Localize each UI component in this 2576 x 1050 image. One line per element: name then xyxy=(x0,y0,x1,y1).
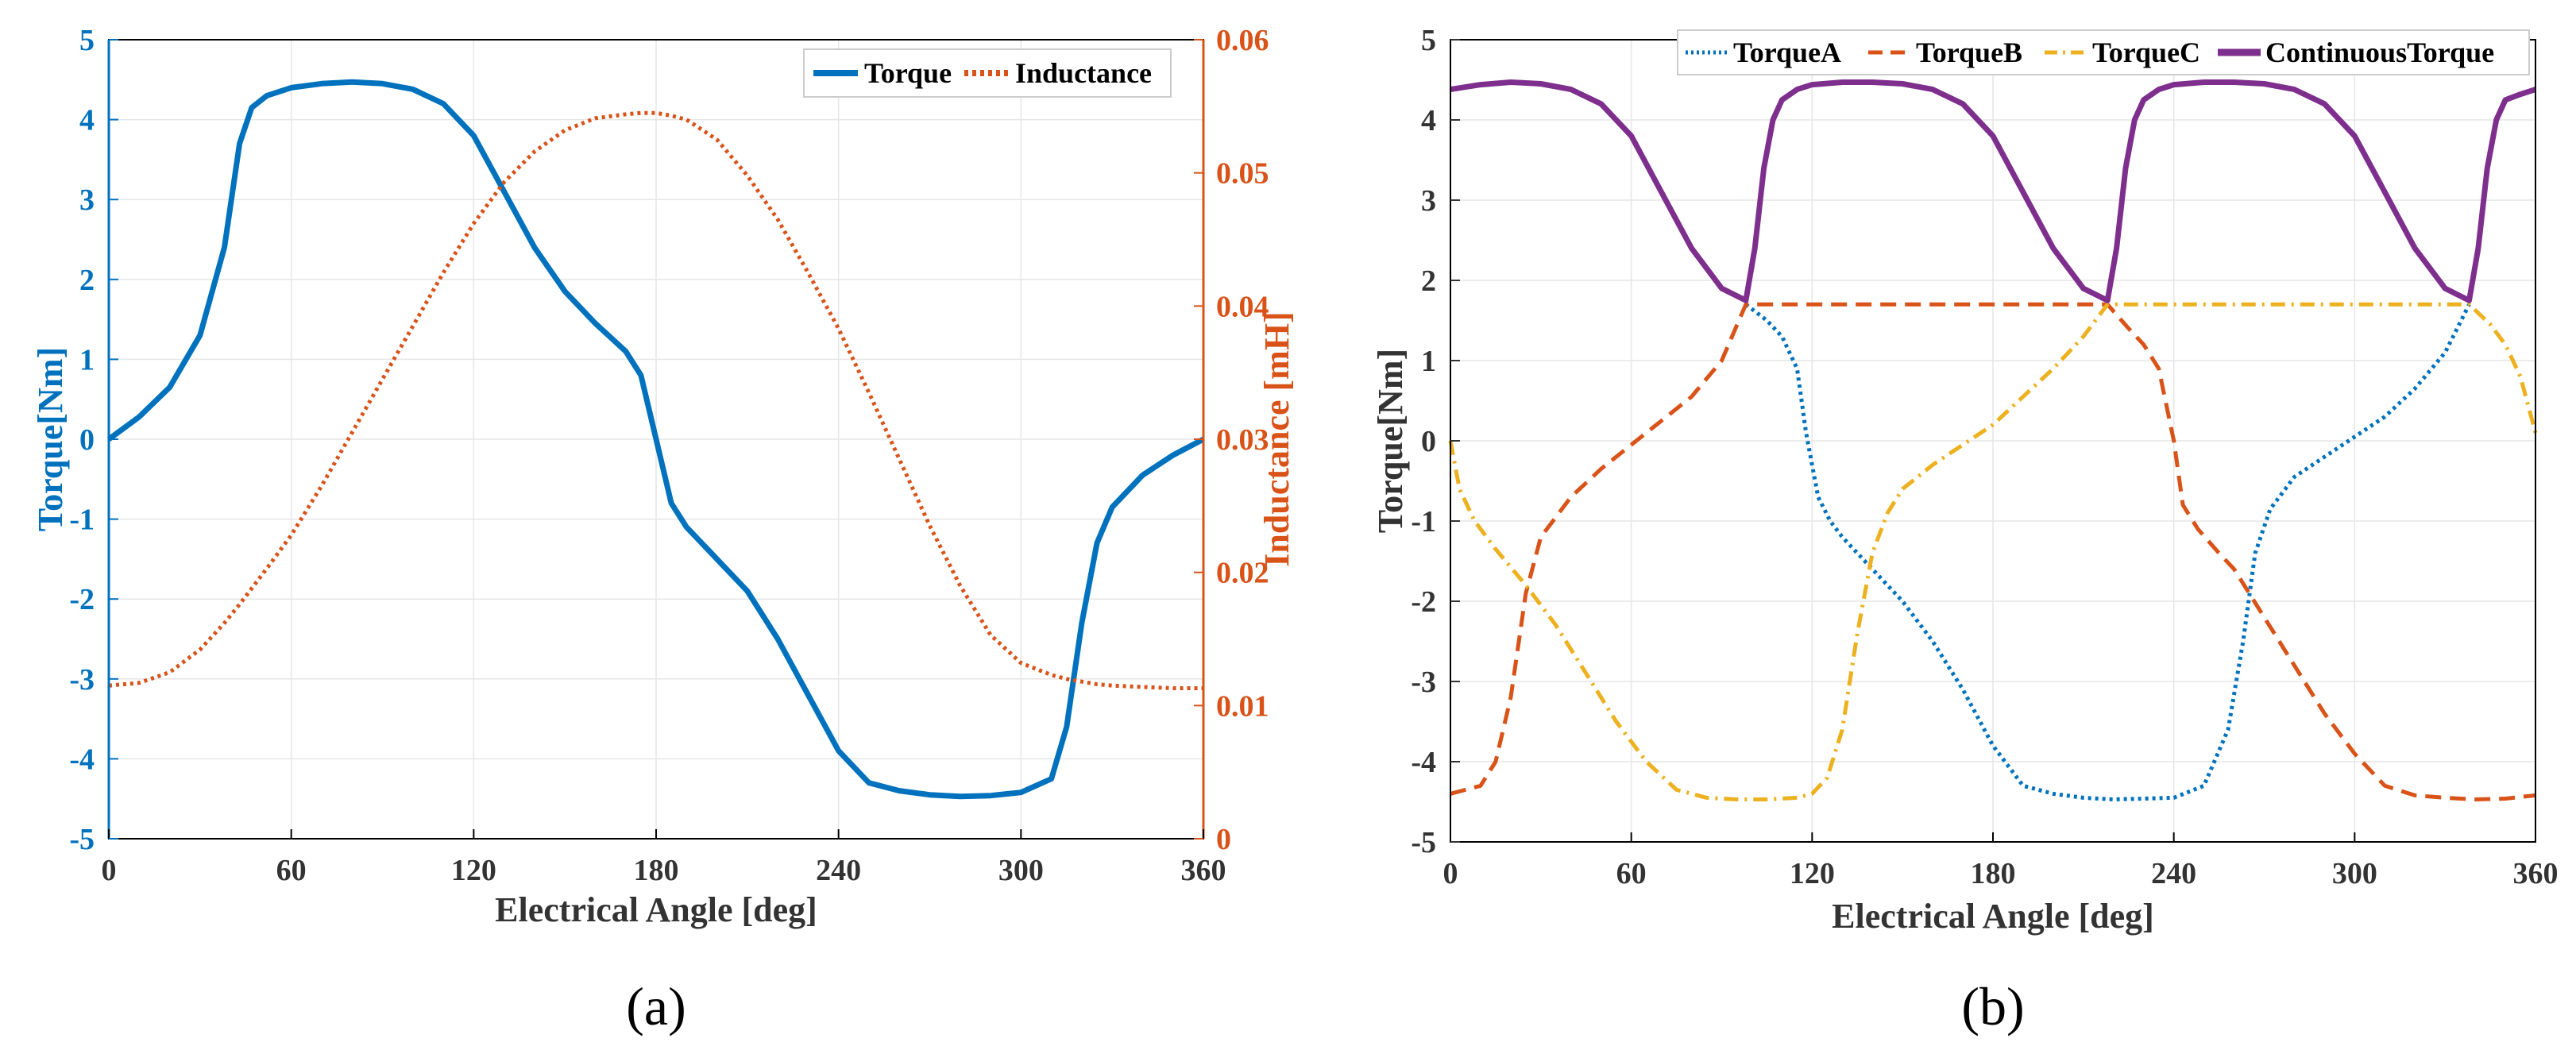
y2-tick-label: 0.01 xyxy=(1216,689,1269,723)
y2-axis-label-a: Inductance [mH] xyxy=(1257,311,1296,566)
y-tick-label: -1 xyxy=(1411,505,1436,539)
x-axis-label-b: Electrical Angle [deg] xyxy=(1832,897,2154,936)
y-tick-label: 2 xyxy=(1421,264,1436,298)
grid-b xyxy=(1450,39,2536,843)
x-tick-label: 180 xyxy=(1971,857,2016,890)
y-tick-label: 3 xyxy=(79,183,95,217)
legend-b: TorqueA TorqueB TorqueC ContinuousTorque xyxy=(1677,29,2530,75)
series-continuoustorque-line xyxy=(1450,79,2537,303)
x-tick-label: 240 xyxy=(2151,857,2196,890)
caption-b: (b) xyxy=(1961,976,2024,1036)
y-tick-label: 1 xyxy=(79,343,95,376)
x-tick-label: 0 xyxy=(102,854,117,887)
y2-tick-label: 0.03 xyxy=(1216,423,1269,457)
y2-tick-label: 0 xyxy=(1216,823,1231,856)
panel-a: 0 60 120 180 240 300 360 -5 -4 -3 -2 -1 0 1 2 3 4 5 0 0.0… xyxy=(31,24,1296,1036)
y-tick-label: -2 xyxy=(69,583,95,616)
y-tick-label: 0 xyxy=(79,423,95,457)
curves-a xyxy=(106,79,1205,800)
x-tick-label: 360 xyxy=(2513,857,2559,890)
legend-box-b xyxy=(1677,29,2530,75)
y-tick-label: 3 xyxy=(1421,184,1436,218)
x-tick-labels-a: 0 60 120 180 240 300 360 xyxy=(102,829,1226,887)
y2-tick-label: 0.05 xyxy=(1216,157,1269,191)
y-tick-label: -3 xyxy=(69,663,95,697)
y2-tick-label: 0.06 xyxy=(1216,24,1269,57)
y-tick-label: 5 xyxy=(79,24,95,57)
x-tick-label: 300 xyxy=(998,854,1044,887)
y-tick-label: -4 xyxy=(1411,746,1436,779)
legend-label-continuous-torque: ContinuousTorque xyxy=(2265,37,2494,68)
x-tick-label: 180 xyxy=(634,854,679,887)
y-tick-label: 2 xyxy=(79,264,95,297)
legend-label-torque: Torque xyxy=(864,57,952,89)
y2-tick-labels-a: 0 0.01 0.02 0.03 0.04 0.05 0.06 xyxy=(1194,24,1269,856)
x-tick-label: 120 xyxy=(1790,857,1835,890)
y-tick-label: 4 xyxy=(1421,104,1436,137)
y-tick-label: 5 xyxy=(1421,24,1436,57)
y-tick-label: -3 xyxy=(1411,666,1436,699)
curves-b xyxy=(1448,79,2538,801)
y-tick-label: -5 xyxy=(1411,826,1436,859)
y-axis-label-b: Torque[Nm] xyxy=(1371,349,1410,533)
y-axis-label-a: Torque[Nm] xyxy=(31,347,70,531)
legend-label-torque-a: TorqueA xyxy=(1733,37,1841,68)
series-torquec-line xyxy=(1448,302,2538,801)
y-tick-label: 1 xyxy=(1421,345,1436,378)
x-tick-label: 360 xyxy=(1181,854,1226,887)
series-torquea-line xyxy=(1744,303,2471,801)
y-tick-label: -5 xyxy=(69,823,95,856)
x-tick-label: 0 xyxy=(1443,857,1458,890)
series-torqueb-line xyxy=(1450,302,2536,801)
x-tick-label: 60 xyxy=(276,854,307,887)
y2-tick-label: 0.04 xyxy=(1216,290,1269,323)
x-tick-label: 120 xyxy=(451,854,496,887)
x-tick-labels-b: 0 60 120 180 240 300 360 xyxy=(1443,832,2559,890)
y-tick-label: -4 xyxy=(69,743,95,776)
series-torque-line xyxy=(106,79,1205,800)
x-axis-label-a: Electrical Angle [deg] xyxy=(495,890,817,929)
legend-a: Torque Inductance xyxy=(803,48,1172,98)
x-tick-label: 240 xyxy=(816,854,861,887)
legend-box-a xyxy=(803,48,1172,98)
legend-label-torque-c: TorqueC xyxy=(2092,37,2200,68)
y-tick-label: -2 xyxy=(1411,585,1436,619)
legend-label-inductance: Inductance xyxy=(1015,57,1152,89)
panel-b: 0 60 120 180 240 300 360 -5 -4 -3 -2 -1 0 1 2 3 4 5 Elec… xyxy=(1371,24,2559,1036)
x-tick-label: 60 xyxy=(1616,857,1647,890)
caption-a: (a) xyxy=(626,976,686,1036)
y-tick-label: 4 xyxy=(79,104,95,137)
y-tick-labels-b: -5 -4 -3 -2 -1 0 1 2 3 4 5 xyxy=(1411,24,1460,859)
y2-tick-label: 0.02 xyxy=(1216,557,1269,590)
y-tick-label: 0 xyxy=(1421,425,1436,458)
y-tick-label: -1 xyxy=(69,504,95,537)
legend-label-torque-b: TorqueB xyxy=(1916,37,2022,68)
x-tick-label: 300 xyxy=(2332,857,2377,890)
y-tick-labels-a: -5 -4 -3 -2 -1 0 1 2 3 4 5 xyxy=(69,24,118,856)
